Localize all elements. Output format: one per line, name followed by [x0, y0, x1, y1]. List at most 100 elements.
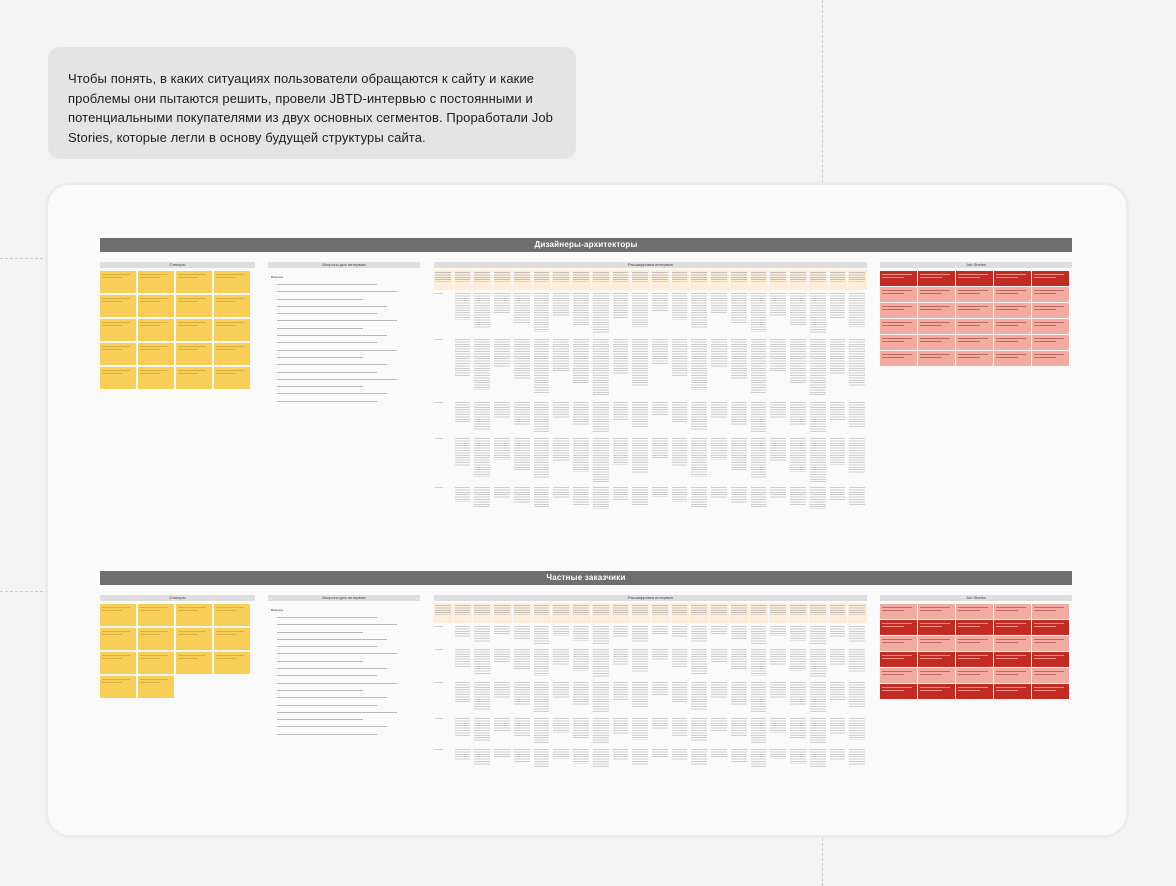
sticky-note [138, 319, 174, 341]
cell-text [494, 749, 510, 758]
decode-cell [473, 400, 492, 435]
decode-header-cell [611, 603, 631, 623]
job-story-card [1032, 335, 1069, 350]
decode-header-cell [631, 270, 650, 290]
cell-text [849, 718, 865, 740]
decode-header-cell [650, 603, 670, 623]
cell-text [790, 438, 806, 472]
decode-cell [473, 337, 492, 399]
stories-grid [880, 604, 1072, 699]
decode-cell [592, 485, 611, 511]
sticky-note [100, 367, 136, 389]
cell-text [632, 293, 648, 327]
cell-text [533, 605, 550, 615]
decode-cell [848, 291, 867, 336]
decode-cell [493, 747, 512, 769]
questions-head: Вопросы [271, 275, 284, 279]
decode-cell [651, 716, 670, 746]
decode-cell [572, 624, 591, 646]
decode-cell [552, 291, 571, 336]
decode-cell [513, 647, 532, 679]
job-story-card [994, 303, 1031, 318]
questions-column: Вопросы для интервью Вопросы [268, 595, 420, 738]
cell-text [790, 402, 806, 427]
cell-text [474, 626, 491, 643]
decode-cell [473, 436, 492, 484]
cell-text [691, 272, 708, 282]
cell-text [671, 487, 688, 502]
decode-cell [533, 680, 552, 715]
questions-column: Вопросы для интервью Вопросы [268, 262, 420, 405]
sticky-note [100, 628, 136, 650]
decode-cell [829, 436, 848, 484]
decode-header-cell [690, 603, 710, 623]
decode-header-cell [828, 603, 848, 623]
decode-cell [592, 747, 611, 769]
sticky-note [214, 319, 250, 341]
decode-cell [671, 291, 690, 336]
job-story-card [918, 271, 955, 286]
cell-text [829, 605, 846, 615]
cell-text [573, 749, 589, 764]
decode-cell [651, 647, 670, 679]
board-canvas[interactable]: Дизайнеры-архитекторы Стикеры Вопросы дл… [48, 185, 1126, 835]
cell-text [809, 749, 826, 767]
stickers-grid [100, 604, 255, 698]
cell-text [454, 682, 471, 703]
decode-cell [769, 647, 788, 679]
cell-text [790, 605, 806, 615]
question-line [271, 296, 420, 303]
question-line [271, 317, 420, 324]
cell-text [553, 339, 570, 372]
job-story-card [1032, 287, 1069, 302]
decode-cell [454, 337, 473, 399]
cell-text [730, 626, 747, 640]
job-story-card [880, 351, 917, 366]
cell-text [513, 605, 530, 615]
cell-text [671, 402, 688, 423]
cell-text [691, 402, 708, 430]
decode-header-cell [552, 270, 572, 290]
decode-header-cell [828, 270, 848, 290]
cell-text [435, 438, 443, 440]
cell-text [829, 718, 846, 734]
sticky-note [214, 367, 250, 389]
cell-text [612, 293, 629, 318]
cell-text [829, 487, 846, 501]
cell-text [770, 438, 787, 463]
decode-cell [710, 485, 729, 511]
decode-cell [454, 400, 473, 435]
cell-text [533, 438, 550, 480]
decode-header-cell [493, 270, 512, 290]
job-story-card [880, 303, 917, 318]
cell-text [790, 487, 806, 505]
decode-cell [592, 291, 611, 336]
cell-text [612, 682, 629, 701]
cell-text [632, 339, 648, 387]
cell-text [829, 626, 846, 638]
cell-text [632, 605, 648, 615]
decode-header-cell [572, 270, 591, 290]
decode-cell [769, 485, 788, 511]
job-story-card [994, 335, 1031, 350]
decode-cell [730, 291, 749, 336]
decode-header-cell [453, 603, 473, 623]
cell-text [790, 272, 806, 282]
decode-cell [809, 400, 828, 435]
cell-text [730, 438, 747, 470]
stories-column: Job Stories [880, 595, 1072, 699]
decode-cell [829, 716, 848, 746]
decode-header-cell [434, 603, 453, 623]
decode-cell [710, 747, 729, 769]
cell-text [711, 272, 727, 282]
cell-text [711, 339, 727, 368]
decode-cell [454, 647, 473, 679]
decode-header-cell [532, 270, 552, 290]
cell-text [513, 682, 530, 705]
decode-table [434, 603, 867, 769]
cell-text [671, 682, 688, 703]
job-story-card [918, 303, 955, 318]
decode-cell [533, 624, 552, 646]
cell-text [573, 626, 589, 641]
question-line [271, 716, 420, 723]
